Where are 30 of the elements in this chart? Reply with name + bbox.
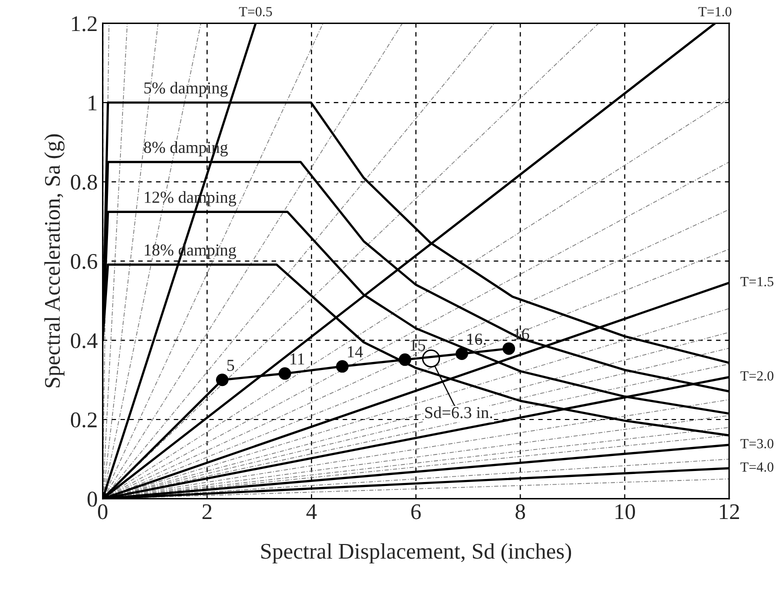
x-tick-label: 6: [411, 504, 421, 520]
x-tick-label: 2: [202, 504, 212, 520]
x-axis-title: Spectral Displacement, Sd (inches): [261, 543, 572, 564]
annotation: T=4.0: [740, 462, 774, 472]
annotation: T=1.0: [698, 6, 732, 16]
annotation: 15: [410, 340, 426, 351]
x-tick-label: 0: [98, 504, 108, 520]
annotation: 5: [227, 360, 234, 371]
annotation: T=3.0: [740, 438, 774, 448]
annotation: 16.: [467, 334, 486, 345]
y-tick-label: 1.2: [72, 16, 97, 32]
x-tick-label: 10: [616, 504, 635, 520]
y-axis-title: Spectral Acceleration, Sa (g): [44, 134, 65, 388]
annotation: T=0.5: [239, 6, 272, 16]
annotation: 11: [290, 353, 304, 364]
x-tick-label: 8: [516, 504, 526, 520]
y-tick-label: 1: [88, 96, 97, 110]
annotation: 5% damping: [144, 82, 228, 97]
y-tick-label: 0.4: [70, 333, 98, 348]
y-tick-label: 0: [88, 492, 97, 507]
x-tick-label: 4: [306, 504, 317, 520]
annotation: Sd=6.3 in.: [425, 406, 492, 418]
y-tick-label: 0.6: [70, 254, 98, 270]
y-tick-label: 0.8: [70, 174, 97, 190]
y-tick-label: 0.2: [70, 412, 97, 428]
annotation: 16: [514, 328, 530, 340]
annotation: T=2.0: [740, 371, 774, 381]
x-tick-label: 12: [720, 504, 740, 520]
annotation: T=1.5: [740, 276, 774, 286]
annotation: 14: [348, 346, 363, 358]
